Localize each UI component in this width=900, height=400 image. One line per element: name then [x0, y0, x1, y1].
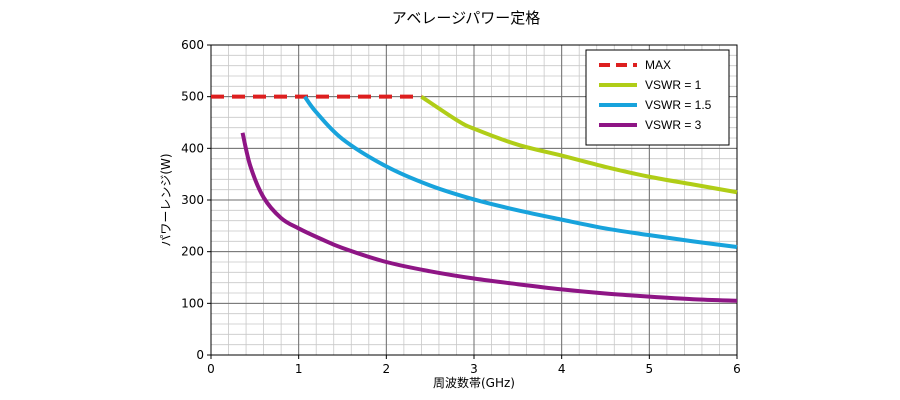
series-line-vswr-3 — [240, 132, 738, 303]
y-tick-label: 0 — [196, 348, 204, 362]
series-layer — [211, 94, 738, 303]
x-tick-label: 1 — [295, 362, 303, 376]
y-tick-label: 400 — [181, 141, 204, 155]
x-tick-label: 4 — [558, 362, 566, 376]
x-tick-label: 2 — [383, 362, 391, 376]
x-axis-ticks: 0 1 2 3 4 5 6 — [207, 355, 741, 376]
y-axis-ticks: 0 100 200 300 400 500 600 — [181, 38, 211, 362]
legend: MAX VSWR = 1 VSWR = 1.5 VSWR = 3 — [585, 49, 730, 146]
legend-label: VSWR = 1.5 — [645, 98, 712, 112]
y-tick-label: 100 — [181, 296, 204, 310]
y-tick-label: 200 — [181, 245, 204, 259]
x-tick-label: 3 — [470, 362, 478, 376]
legend-label: VSWR = 3 — [645, 118, 702, 132]
legend-label: VSWR = 1 — [645, 78, 702, 92]
x-axis-title: 周波数帯(GHz) — [433, 375, 515, 390]
y-tick-label: 500 — [181, 90, 204, 104]
series-line-vswr-1-5 — [303, 95, 738, 250]
x-tick-label: 6 — [733, 362, 741, 376]
x-tick-label: 0 — [207, 362, 215, 376]
y-axis-title: パワーレンジ(W) — [159, 153, 173, 246]
chart-title: アベレージパワー定格 — [392, 9, 541, 27]
y-tick-label: 600 — [181, 38, 204, 52]
x-tick-label: 5 — [646, 362, 654, 376]
legend-label: MAX — [645, 58, 671, 72]
y-tick-label: 300 — [181, 193, 204, 207]
series-line-vswr-1 — [420, 94, 738, 195]
